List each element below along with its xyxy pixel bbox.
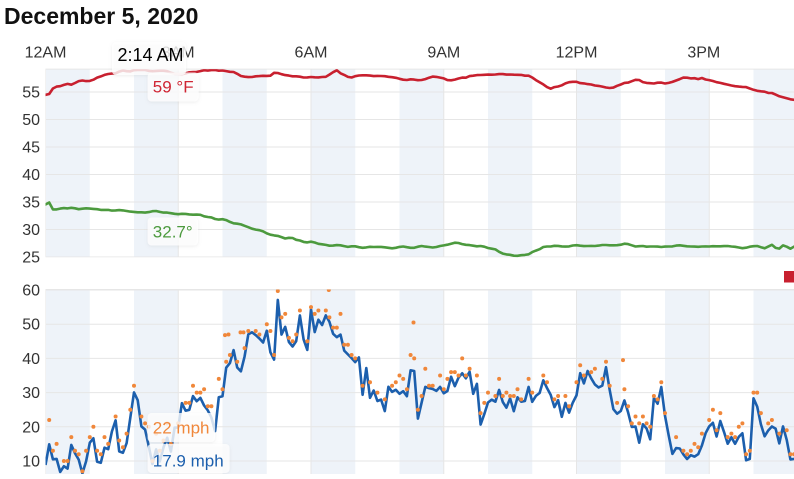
- svg-text:32.7°: 32.7°: [153, 223, 193, 242]
- svg-text:6AM: 6AM: [295, 45, 328, 62]
- svg-text:40: 40: [22, 167, 40, 184]
- svg-text:50: 50: [22, 317, 40, 334]
- svg-text:35: 35: [22, 195, 40, 212]
- svg-text:59 °F: 59 °F: [153, 78, 194, 97]
- svg-text:10: 10: [22, 454, 40, 471]
- svg-text:17.9 mph: 17.9 mph: [153, 452, 224, 471]
- svg-text:30: 30: [22, 385, 40, 402]
- svg-text:9AM: 9AM: [427, 45, 460, 62]
- svg-text:40: 40: [22, 351, 40, 368]
- svg-text:30: 30: [22, 222, 40, 239]
- svg-text:12AM: 12AM: [25, 45, 67, 62]
- svg-text:12PM: 12PM: [556, 45, 598, 62]
- svg-text:55: 55: [22, 85, 40, 102]
- svg-text:December 5, 2020: December 5, 2020: [4, 3, 198, 29]
- svg-text:60: 60: [22, 283, 40, 300]
- svg-text:20: 20: [22, 419, 40, 436]
- svg-text:22 mph: 22 mph: [153, 419, 210, 438]
- svg-text:2:14 AM: 2:14 AM: [118, 45, 184, 65]
- svg-text:3PM: 3PM: [687, 45, 720, 62]
- svg-text:45: 45: [22, 140, 40, 157]
- svg-text:50: 50: [22, 112, 40, 129]
- svg-text:25: 25: [22, 250, 40, 267]
